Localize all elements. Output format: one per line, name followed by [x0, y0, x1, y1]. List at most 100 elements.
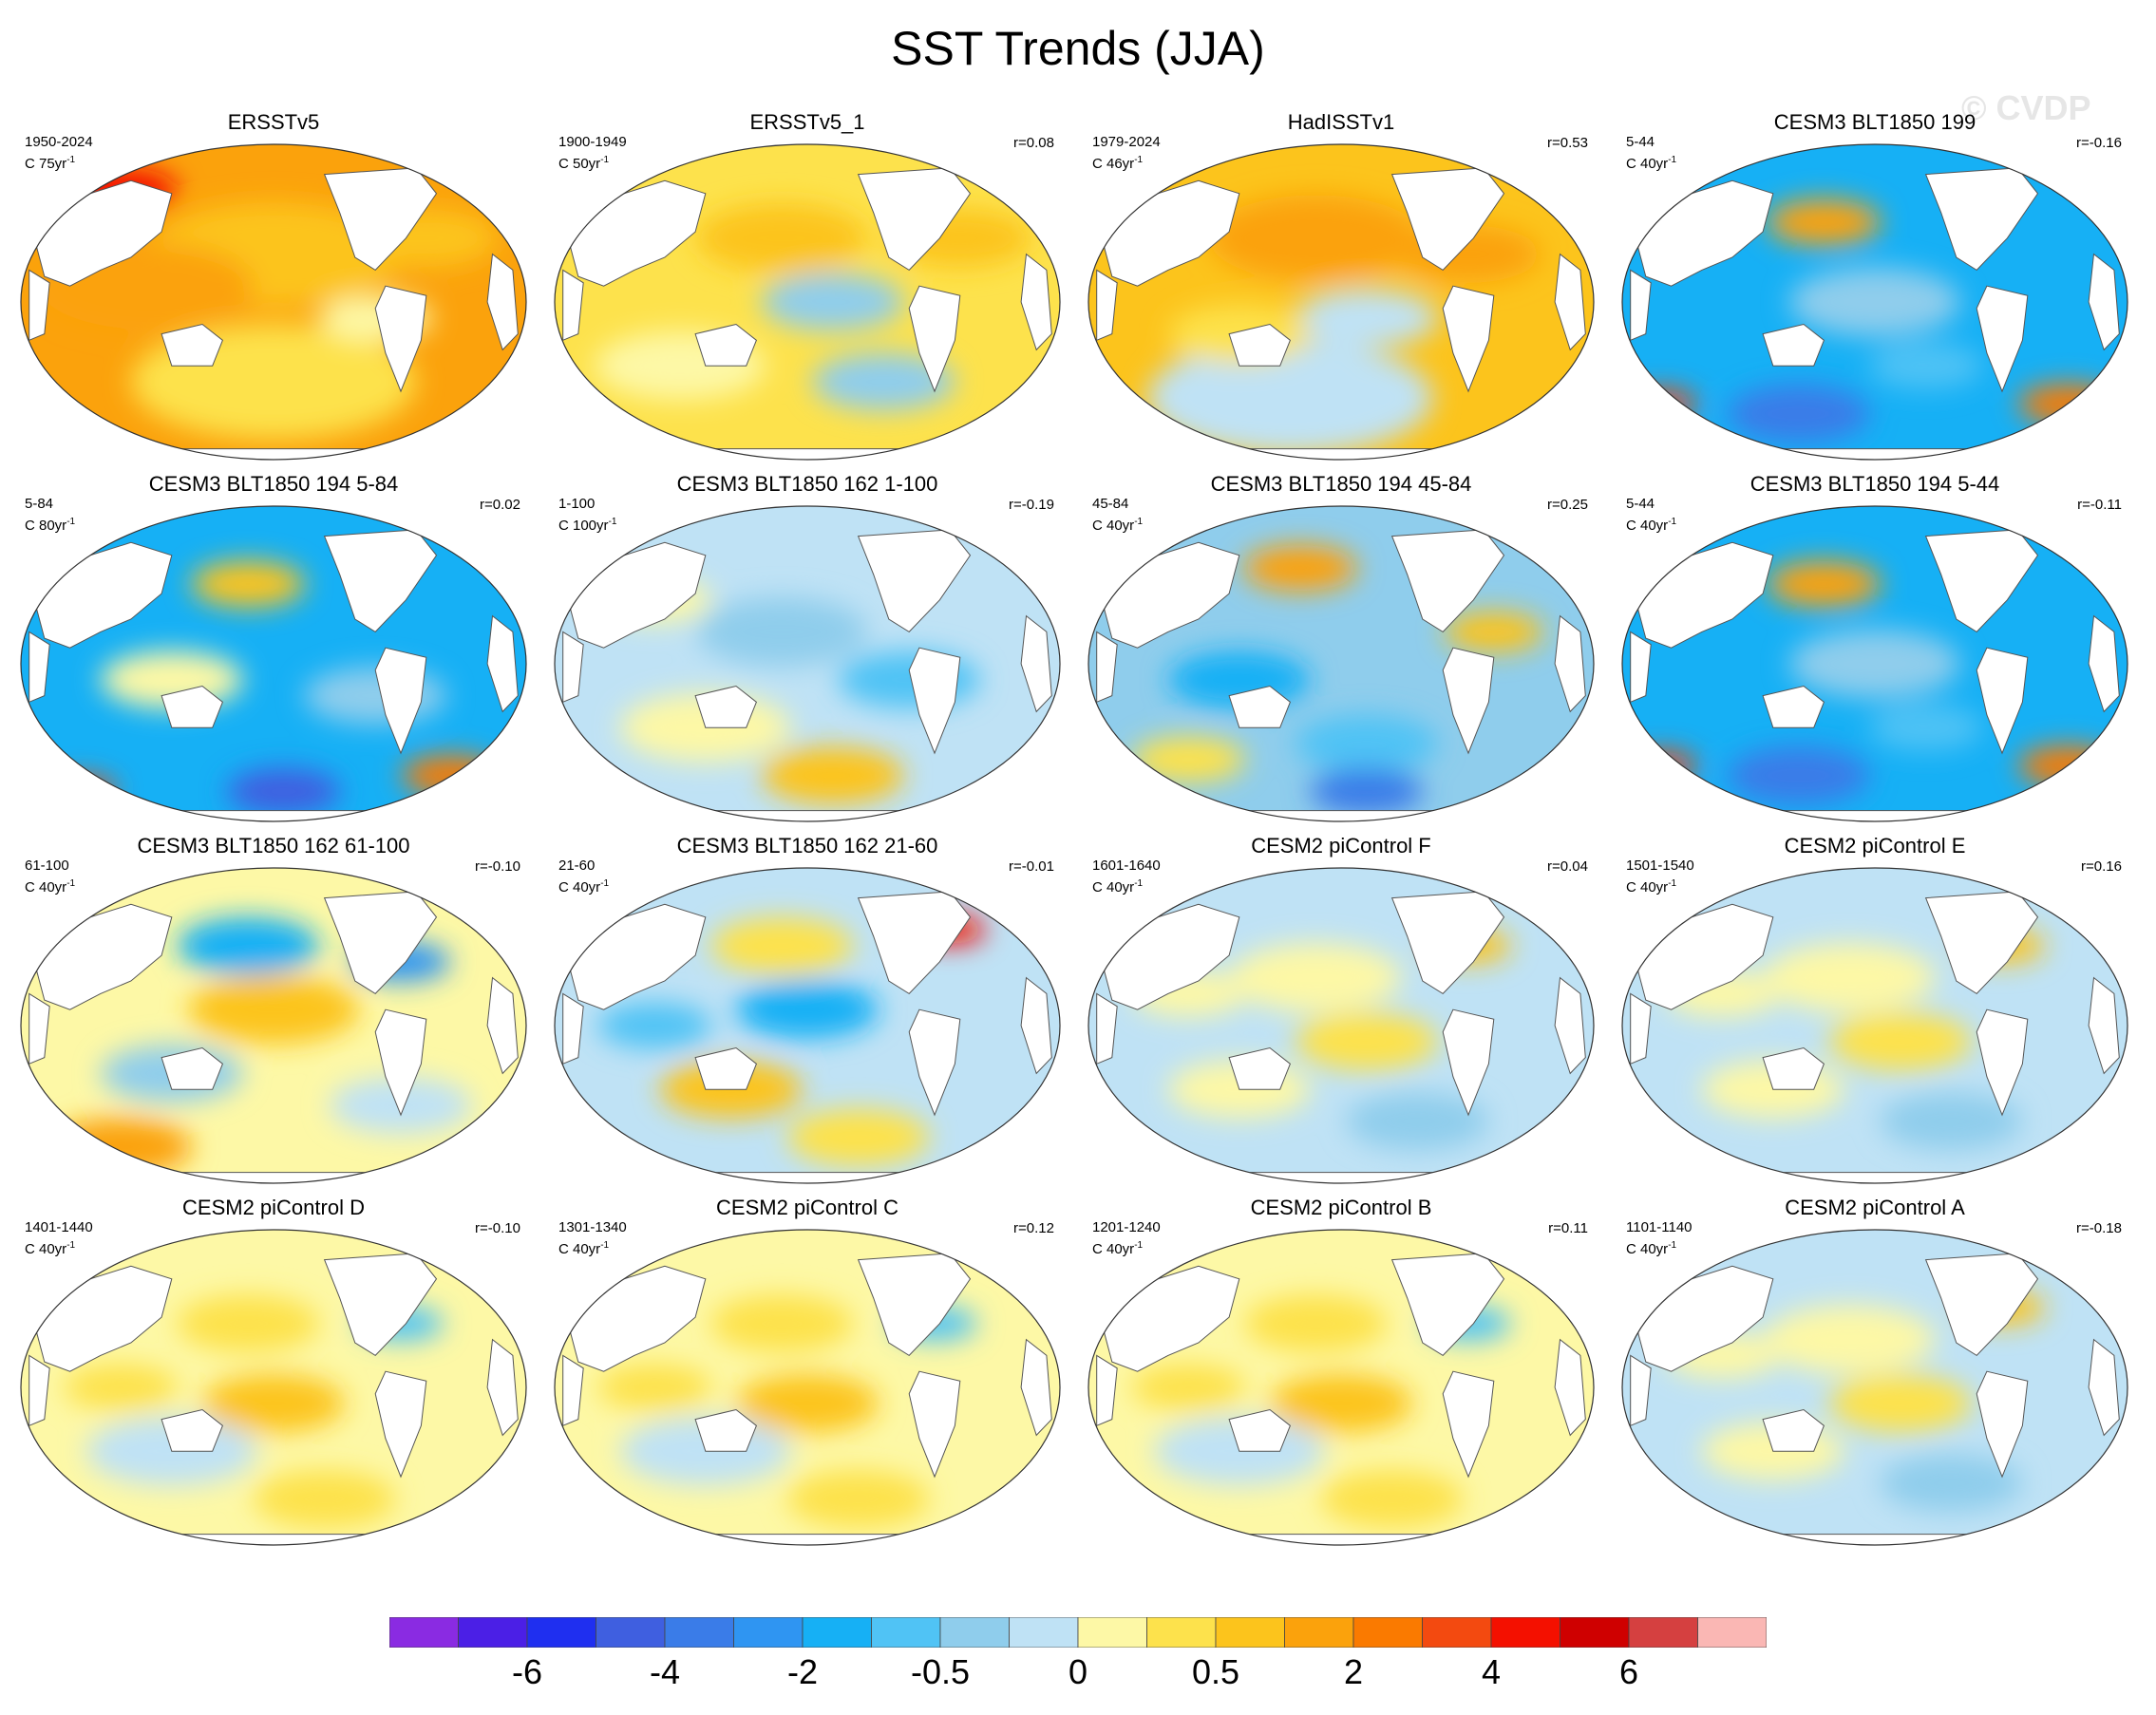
panel-correlation: r=-0.10 — [475, 858, 520, 875]
land-mass — [374, 285, 427, 393]
panel-title: HadISSTv1 — [1287, 110, 1395, 134]
map-panel: CESM2 piControl A 1101-1140 C 40yr-1 r=-0.1… — [1609, 1192, 2141, 1553]
land-mass — [562, 631, 584, 704]
sst-anomaly-region — [177, 916, 320, 975]
land-mass — [2088, 1338, 2120, 1437]
sst-anomaly-region — [1444, 612, 1544, 652]
panel-correlation: r=0.02 — [480, 497, 520, 513]
land-mass — [1020, 1338, 1052, 1437]
map-panel: HadISSTv1 1979-2024 C 46yr-1 r=0.53 — [1075, 106, 1607, 467]
sst-anomaly-region — [1244, 1294, 1388, 1353]
map-boundary — [1621, 867, 2128, 1184]
colorbar-tick-label: -4 — [649, 1652, 681, 1691]
colorbar-swatch — [1146, 1617, 1217, 1648]
colorbar-swatch — [1009, 1617, 1079, 1648]
land-mass — [1762, 323, 1825, 367]
panel-correlation: r=0.12 — [1013, 1220, 1054, 1236]
land-mass — [1228, 1408, 1292, 1452]
colorbar-tick-label: -2 — [786, 1652, 819, 1691]
land-mass — [694, 685, 758, 728]
sst-anomaly-region — [1767, 560, 1882, 608]
panel-correlation: r=0.53 — [1547, 135, 1588, 151]
colorbar-swatch — [1560, 1617, 1630, 1648]
sst-anomaly-region — [761, 746, 904, 804]
panel-correlation: r=-0.18 — [2076, 1220, 2122, 1236]
land-mass — [161, 1408, 224, 1452]
land-mass — [1442, 1008, 1495, 1117]
panel-units: C 40yr-1 — [1626, 878, 1677, 895]
land-mass — [1096, 269, 1118, 342]
land-mass — [1976, 1370, 2029, 1479]
sst-anomaly-region — [597, 1364, 712, 1411]
land-mass — [1976, 1008, 2029, 1117]
map-boundary — [20, 505, 527, 822]
panel-units: C 40yr-1 — [558, 878, 610, 895]
panel-years: 1101-1140 — [1626, 1219, 1693, 1235]
panel-correlation: r=-0.11 — [2077, 497, 2122, 513]
sst-anomaly-region — [253, 1470, 396, 1528]
map-boundary — [1621, 1229, 2128, 1546]
panel-years: 1979-2024 — [1092, 134, 1161, 150]
land-mass — [1630, 269, 1652, 342]
sst-anomaly-region — [735, 980, 879, 1039]
panel-years: 1401-1440 — [25, 1219, 93, 1235]
panel-correlation: r=0.11 — [1548, 1220, 1588, 1236]
panel-units: C 75yr-1 — [25, 155, 76, 172]
colorbar-swatch — [1352, 1617, 1423, 1648]
panel-units: C 40yr-1 — [25, 1240, 76, 1257]
sst-trend-map — [554, 505, 1061, 822]
panel-title: CESM2 piControl B — [1250, 1196, 1432, 1219]
panel-title: CESM3 BLT1850 194 45-84 — [1210, 472, 1472, 496]
land-mass — [694, 323, 758, 367]
panel-years: 1900-1949 — [558, 134, 627, 150]
panel-units: C 40yr-1 — [1626, 155, 1677, 172]
land-mass — [374, 647, 427, 755]
sst-trend-map — [20, 867, 527, 1184]
panel-years: 1301-1340 — [558, 1219, 627, 1235]
land-mass — [1554, 1338, 1586, 1437]
sst-anomaly-region — [1208, 195, 1423, 282]
map-panel: CESM3 BLT1850 194 5-44 5-44 C 40yr-1 r=-0.1… — [1609, 468, 2141, 829]
sst-trend-map — [1621, 867, 2128, 1184]
land-mass — [562, 992, 584, 1065]
map-panel: ERSSTv5 1950-2024 C 75yr-1 — [8, 106, 539, 467]
sst-trend-map — [1621, 505, 2128, 822]
panel-correlation: r=-0.10 — [475, 1220, 520, 1236]
land-mass — [1096, 631, 1118, 704]
panel-correlation: r=0.08 — [1013, 135, 1054, 151]
land-mass — [374, 1370, 427, 1479]
sst-trend-map — [554, 867, 1061, 1184]
map-boundary — [554, 867, 1061, 1184]
map-panel: CESM3 BLT1850 162 1-100 1-100 C 100yr-1 r=-… — [541, 468, 1073, 829]
map-boundary — [554, 1229, 1061, 1546]
sst-anomaly-region — [191, 560, 306, 608]
sst-anomaly-region — [64, 1364, 179, 1411]
panel-units: C 40yr-1 — [1626, 517, 1677, 534]
map-panel: CESM3 BLT1850 194 45-84 45-84 C 40yr-1 r=0.… — [1075, 468, 1607, 829]
land-mass — [1020, 976, 1052, 1075]
sst-anomaly-region — [1131, 736, 1246, 782]
colorbar-tick-label: 6 — [1618, 1652, 1639, 1691]
land-mass — [562, 269, 584, 342]
colorbar-tick-label: 0.5 — [1191, 1652, 1240, 1691]
map-panel: CESM2 piControl F 1601-1640 C 40yr-1 r=0.04 — [1075, 830, 1607, 1191]
sst-anomaly-region — [1625, 389, 1697, 419]
land-mass — [1554, 614, 1586, 713]
land-mass — [486, 253, 519, 351]
panel-units: C 80yr-1 — [25, 517, 76, 534]
land-mass — [2088, 253, 2120, 351]
colorbar-swatch — [733, 1617, 804, 1648]
map-panel: CESM2 piControl D 1401-1440 C 40yr-1 r=-0.1… — [8, 1192, 539, 1553]
map-boundary — [1087, 143, 1595, 461]
colorbar-tick-label: -6 — [511, 1652, 543, 1691]
colorbar-swatch — [1077, 1617, 1147, 1648]
land-mass — [1442, 647, 1495, 755]
sst-anomaly-region — [710, 916, 854, 975]
panel-correlation: r=-0.01 — [1009, 858, 1054, 875]
colorbar-tick-label: 2 — [1343, 1652, 1364, 1691]
map-boundary — [20, 867, 527, 1184]
sst-anomaly-region — [187, 974, 360, 1045]
panel-units: C 50yr-1 — [558, 155, 610, 172]
panel-title: CESM3 BLT1850 162 1-100 — [676, 472, 938, 496]
sst-anomaly-region — [1230, 943, 1402, 1012]
